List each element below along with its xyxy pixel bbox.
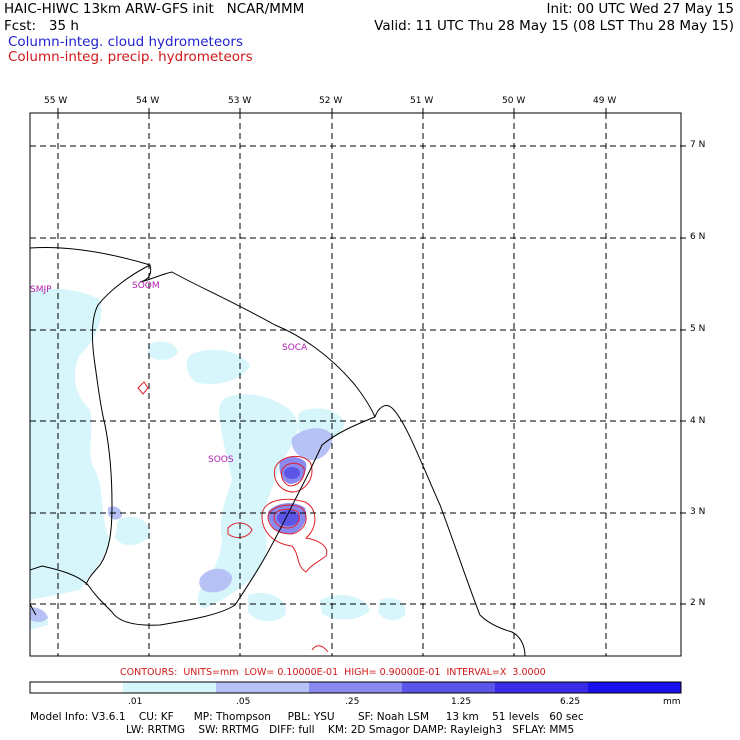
colorbar-segment [216, 682, 309, 693]
lon-label: 49 W [593, 96, 617, 106]
colorbar-segment [30, 682, 123, 693]
lat-lon-grid [30, 113, 681, 656]
lat-label: 2 N [690, 598, 706, 608]
valid-time: Valid: 11 UTC Thu 28 May 15 (08 LST Thu … [374, 18, 734, 34]
lat-label: 6 N [690, 232, 706, 242]
colorbar-segment [588, 682, 681, 693]
station-label: SOOS [208, 455, 234, 465]
station-label: SOOM [132, 281, 160, 291]
model-info-line1: Model Info: V3.6.1 CU: KF MP: Thompson P… [30, 711, 584, 723]
lat-ticks [681, 145, 686, 605]
model-info-line2: LW: RRTMG SW: RRTMG DIFF: full KM: 2D Sm… [126, 724, 575, 736]
colorbar-units: mm [663, 697, 681, 707]
contours-info: CONTOURS: UNITS=mm LOW= 0.10000E-01 HIGH… [120, 667, 546, 678]
lat-label: 5 N [690, 324, 706, 334]
colorbar-segment [402, 682, 495, 693]
lon-label: 51 W [410, 96, 434, 106]
station-label: SOCA [282, 343, 308, 353]
field-cloud-label: Column-integ. cloud hydrometeors [8, 34, 244, 50]
colorbar [29, 681, 682, 694]
precip-contours [137, 381, 329, 653]
lon-label: 53 W [228, 96, 252, 106]
init-time: Init: 00 UTC Wed 27 May 15 [546, 1, 734, 17]
map-frame [29, 112, 682, 657]
cloud-shading-peak [277, 467, 300, 526]
lon-label: 55 W [44, 96, 68, 106]
colorbar-segment [495, 682, 588, 693]
cloud-shading [30, 288, 406, 630]
colorbar-label: .05 [236, 697, 251, 707]
colorbar-segment [309, 682, 402, 693]
station-labels: SMJP SOOM SOCA SOOS [30, 281, 308, 465]
lat-label: 4 N [690, 416, 706, 426]
station-label: SMJP [30, 285, 52, 295]
lon-label: 50 W [502, 96, 526, 106]
colorbar-label: .01 [128, 697, 143, 707]
colorbar-segment [123, 682, 216, 693]
colorbar-frame [29, 681, 682, 694]
colorbar-label: 6.25 [560, 697, 581, 707]
lon-label: 54 W [136, 96, 160, 106]
colorbar-label: 1.25 [451, 697, 472, 707]
lat-label: 7 N [690, 140, 706, 150]
lon-ticks [57, 108, 607, 113]
lat-label: 3 N [690, 507, 706, 517]
coastlines [30, 247, 526, 656]
lon-label: 52 W [319, 96, 343, 106]
field-precip-label: Column-integ. precip. hydrometeors [8, 49, 253, 65]
forecast-hour: Fcst: 35 h [4, 18, 79, 34]
header-title: HAIC-HIWC 13km ARW-GFS init NCAR/MMM [4, 1, 305, 17]
colorbar-label: .25 [345, 697, 360, 707]
